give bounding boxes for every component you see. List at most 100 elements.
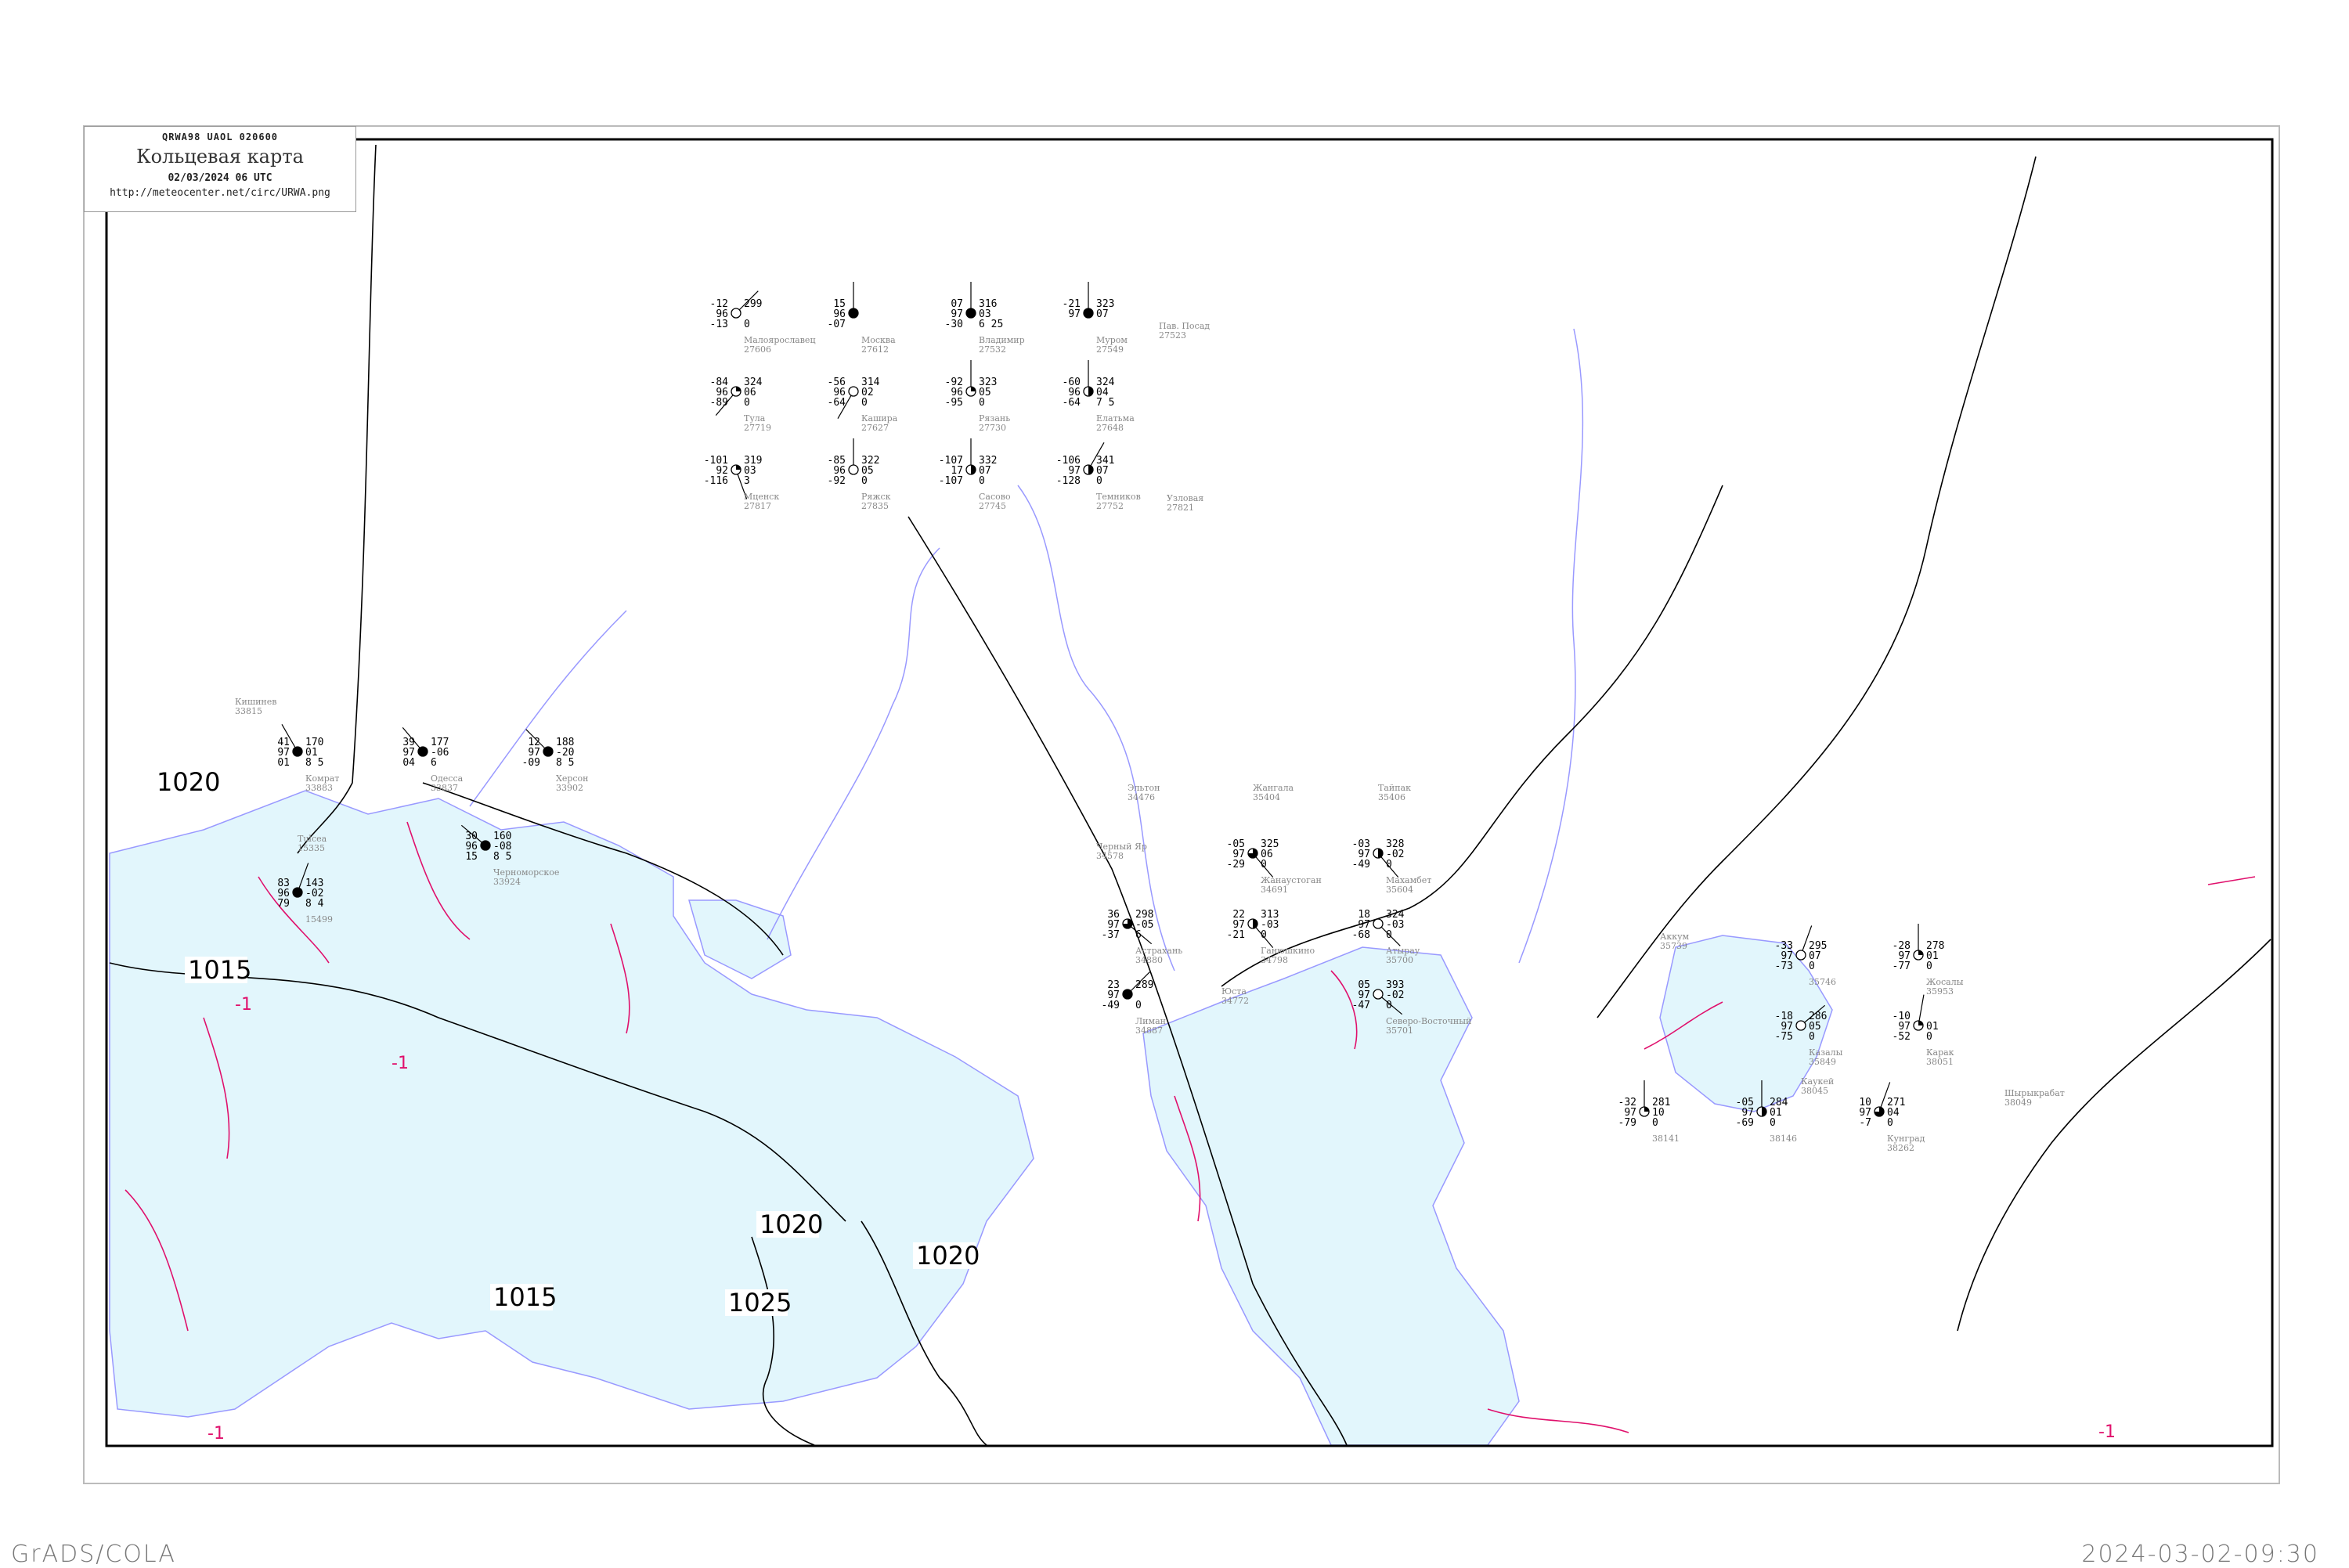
station-name: Ганюшкино — [1261, 946, 1315, 956]
station-name: Мценск — [744, 492, 779, 502]
station-id: 33837 — [431, 783, 458, 793]
station-visibility: 97 — [1068, 465, 1081, 477]
station-visibility: 96 — [465, 841, 478, 852]
station-id: 33883 — [305, 783, 333, 793]
station-id: 27719 — [744, 423, 771, 433]
station-id: 27752 — [1096, 501, 1124, 511]
station-pressure-tendency: -03 — [1261, 919, 1279, 931]
isobar — [1957, 939, 2271, 1332]
station-pressure-tendency: 07 — [1809, 950, 1821, 962]
station-visibility: 96 — [833, 387, 846, 398]
isobar-label-bg — [913, 1242, 976, 1269]
station-pressure: 289 — [1135, 979, 1153, 991]
isobar — [751, 1236, 815, 1446]
station-dew-point: 79 — [277, 898, 290, 910]
station-pressure-tendency: -20 — [556, 747, 574, 759]
station-name: Северо-Восточный — [1386, 1016, 1471, 1026]
station-dew-point: -37 — [1102, 929, 1120, 941]
station-dew-point: -30 — [945, 319, 963, 330]
cloud-cover-fill — [1762, 1107, 1766, 1116]
station-visibility: 96 — [1068, 387, 1081, 398]
place-id: 33815 — [235, 706, 262, 716]
cloud-cover-fill — [293, 747, 302, 756]
station-temperature: -33 — [1775, 940, 1793, 952]
river — [1017, 485, 1175, 971]
station-temperature: -84 — [710, 377, 729, 388]
station-visibility: 97 — [1107, 989, 1120, 1001]
station-id: 38141 — [1652, 1134, 1680, 1144]
station-dew-point: -47 — [1352, 1000, 1370, 1011]
station-dew-point: 15 — [465, 851, 478, 863]
place-name: Кишинев — [235, 697, 276, 707]
station-temperature: 18 — [1358, 909, 1370, 921]
isallobar — [1644, 1001, 1723, 1050]
station-id: 27648 — [1096, 423, 1124, 433]
place-id: 38049 — [2004, 1098, 2032, 1108]
station-pressure: 324 — [1096, 377, 1115, 388]
map-datetime: 02/03/2024 06 UTC — [168, 172, 272, 184]
station-dew-point: -21 — [1227, 929, 1245, 941]
isobar-label: 1015 — [188, 955, 251, 985]
station-pressure: 284 — [1770, 1097, 1788, 1108]
station-temperature: 22 — [1232, 909, 1245, 921]
wind-barb-icon — [1377, 852, 1399, 878]
station-name: Херсон — [556, 773, 589, 784]
cloud-cover-fill — [1123, 919, 1132, 928]
station-name: Сасово — [979, 492, 1011, 502]
station-pressure: 332 — [979, 455, 997, 467]
station-pressure: 325 — [1261, 838, 1279, 850]
isobar — [907, 516, 1348, 1446]
station-pressure-tendency: 04 — [1887, 1107, 1900, 1119]
station-pressure: 324 — [744, 377, 763, 388]
station-precip-cloud: 0 — [1926, 961, 1932, 972]
cloud-cover-fill — [1253, 919, 1257, 928]
station-visibility: 96 — [833, 308, 846, 320]
wind-barb-icon — [460, 824, 486, 846]
station-id: 33924 — [493, 877, 521, 887]
station-pressure-tendency: -03 — [1386, 919, 1404, 931]
station-name: Москва — [861, 335, 896, 345]
station-id: 34887 — [1135, 1026, 1163, 1036]
station-pressure: 298 — [1135, 909, 1153, 921]
station-dew-point: -52 — [1893, 1031, 1911, 1043]
station-pressure-tendency: -05 — [1135, 919, 1153, 931]
station-temperature: 15 — [833, 298, 846, 310]
isallobar — [258, 876, 330, 964]
station-dew-point: -09 — [522, 757, 540, 769]
isallobars — [124, 821, 2256, 1433]
station-pressure: 313 — [1261, 909, 1279, 921]
isobar-label-bg — [725, 1289, 788, 1316]
map-url[interactable]: http://meteocenter.net/circ/URWA.png — [110, 187, 330, 199]
